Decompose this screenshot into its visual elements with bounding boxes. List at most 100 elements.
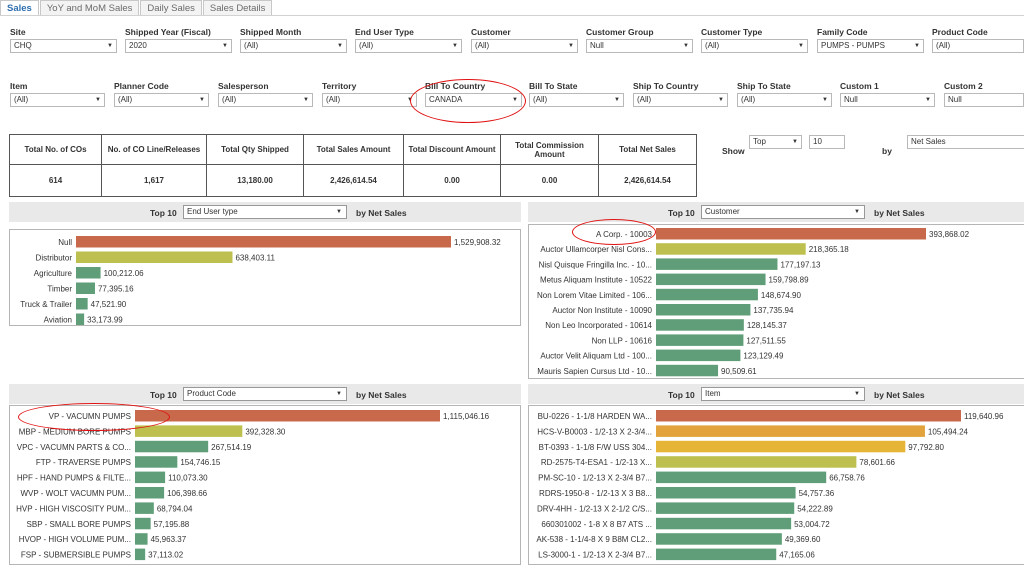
filter-label: End User Type	[355, 27, 414, 37]
top-count-input[interactable]: 10	[809, 135, 845, 149]
ship-to-state-dropdown[interactable]: (All) ▼	[737, 93, 832, 107]
chevron-down-icon: ▼	[336, 209, 342, 215]
bar[interactable]	[76, 282, 95, 295]
bar[interactable]	[135, 548, 146, 561]
bar[interactable]	[76, 236, 451, 248]
tab-sales-details[interactable]: Sales Details	[202, 0, 273, 16]
bar[interactable]	[656, 334, 744, 346]
bar[interactable]	[135, 471, 166, 484]
value-label: 177,197.13	[780, 260, 821, 269]
category-label: Agriculture	[34, 269, 73, 278]
salesperson-dropdown[interactable]: (All) ▼	[218, 93, 313, 107]
bar[interactable]	[656, 487, 796, 499]
bar[interactable]	[135, 487, 165, 499]
dropdown-value: Top	[753, 137, 766, 146]
bar[interactable]	[656, 228, 926, 240]
bar[interactable]	[135, 502, 154, 514]
chart-header-customer: Top 10 Customer ▼ by Net Sales	[528, 202, 1024, 222]
bar[interactable]	[76, 267, 101, 279]
customer-bar-chart: A Corp. - 10003 393,868.02 Auctor Ullamcor…	[528, 224, 1024, 379]
custom-2-dropdown[interactable]: Null	[944, 93, 1024, 107]
custom-1-dropdown[interactable]: Null ▼	[840, 93, 935, 107]
bar[interactable]	[135, 533, 148, 545]
bar[interactable]	[135, 517, 151, 530]
bar[interactable]	[656, 319, 744, 331]
value-label: 106,398.66	[167, 489, 208, 498]
bar[interactable]	[135, 425, 243, 437]
value-label: 68,794.04	[157, 504, 193, 513]
value-label: 77,395.16	[98, 285, 134, 294]
dropdown-value: (All)	[14, 95, 29, 104]
bar[interactable]	[656, 502, 795, 514]
filter-product-code: Product Code (All)	[932, 27, 1024, 53]
end-user-type-dropdown[interactable]: (All) ▼	[355, 39, 462, 53]
filter-bill-to-state: Bill To State (All) ▼	[529, 81, 624, 107]
item-chart-dropdown[interactable]: Item ▼	[701, 387, 865, 401]
end-user-type-bar-chart: Null 1,529,908.32 Distributor 638,403.11 Agr…	[9, 229, 521, 326]
bar[interactable]	[656, 349, 741, 362]
bill-to-country-dropdown[interactable]: CANADA ▼	[425, 93, 522, 107]
bill-to-state-dropdown[interactable]: (All) ▼	[529, 93, 624, 107]
site-dropdown[interactable]: CHQ ▼	[10, 39, 117, 53]
filter-ship-to-country: Ship To Country (All) ▼	[633, 81, 728, 107]
planner-code-dropdown[interactable]: (All) ▼	[114, 93, 209, 107]
category-label: RD-2575-T4-ESA1 - 1/2-13 X...	[541, 458, 652, 467]
bar[interactable]	[656, 304, 751, 316]
bar[interactable]	[656, 548, 777, 561]
value-label: 100,212.06	[104, 269, 145, 278]
bar[interactable]	[656, 410, 961, 422]
value-label: 393,868.02	[929, 230, 970, 239]
category-label: BT-0393 - 1-1/8 F/W USS 304...	[539, 443, 652, 452]
customer-chart-dropdown[interactable]: Customer ▼	[701, 205, 865, 219]
bar[interactable]	[76, 313, 85, 326]
dropdown-value: (All)	[118, 95, 133, 104]
value-label: 105,494.24	[928, 427, 969, 436]
customer-dropdown[interactable]: (All) ▼	[471, 39, 578, 53]
tab-daily-sales[interactable]: Daily Sales	[140, 0, 202, 16]
tab-yoy-mom-sales[interactable]: YoY and MoM Sales	[39, 0, 140, 16]
bar[interactable]	[656, 364, 719, 377]
customer-type-dropdown[interactable]: (All) ▼	[701, 39, 808, 53]
bar[interactable]	[656, 258, 778, 270]
customer-group-dropdown[interactable]: Null ▼	[586, 39, 693, 53]
top-bottom-dropdown[interactable]: Top ▼	[749, 135, 802, 149]
bar[interactable]	[76, 298, 88, 310]
filter-label: Bill To State	[529, 81, 578, 91]
bar[interactable]	[656, 440, 906, 453]
bar[interactable]	[656, 425, 925, 437]
metric-dropdown[interactable]: Net Sales	[907, 135, 1024, 149]
shipped-month-dropdown[interactable]: (All) ▼	[240, 39, 347, 53]
tab-sales[interactable]: Sales	[0, 0, 39, 16]
product-code-chart-dropdown[interactable]: Product Code ▼	[183, 387, 347, 401]
shipped-year-dropdown[interactable]: 2020 ▼	[125, 39, 232, 53]
chevron-down-icon: ▼	[107, 43, 113, 49]
bar[interactable]	[135, 440, 209, 453]
item-dropdown[interactable]: (All) ▼	[10, 93, 105, 107]
bar[interactable]	[656, 243, 806, 255]
bar[interactable]	[656, 273, 766, 286]
value-label: 218,365.18	[809, 245, 850, 254]
family-code-dropdown[interactable]: PUMPS - PUMPS ▼	[817, 39, 924, 53]
top-label: Top 10	[150, 390, 177, 400]
bar[interactable]	[135, 456, 178, 468]
chevron-down-icon: ▼	[614, 97, 620, 103]
bar[interactable]	[135, 410, 440, 422]
territory-dropdown[interactable]: (All) ▼	[322, 93, 417, 107]
filter-label: Shipped Month	[240, 27, 302, 37]
bar[interactable]	[656, 471, 827, 484]
end-user-type-chart-dropdown[interactable]: End User type ▼	[183, 205, 347, 219]
product-code-dropdown[interactable]: (All)	[932, 39, 1024, 53]
bar[interactable]	[656, 456, 857, 468]
bar[interactable]	[656, 288, 758, 301]
bar[interactable]	[76, 251, 233, 264]
value-label: 54,757.36	[799, 489, 835, 498]
filter-customer-group: Customer Group Null ▼	[586, 27, 693, 53]
ship-to-country-dropdown[interactable]: (All) ▼	[633, 93, 728, 107]
category-label: Auctor Non Institute - 10090	[552, 306, 652, 315]
bar[interactable]	[656, 517, 792, 530]
dropdown-value: Null	[948, 95, 962, 104]
category-label: Distributor	[36, 254, 73, 263]
show-label: Show	[722, 146, 745, 156]
dropdown-value: (All)	[222, 95, 237, 104]
bar[interactable]	[656, 533, 782, 545]
